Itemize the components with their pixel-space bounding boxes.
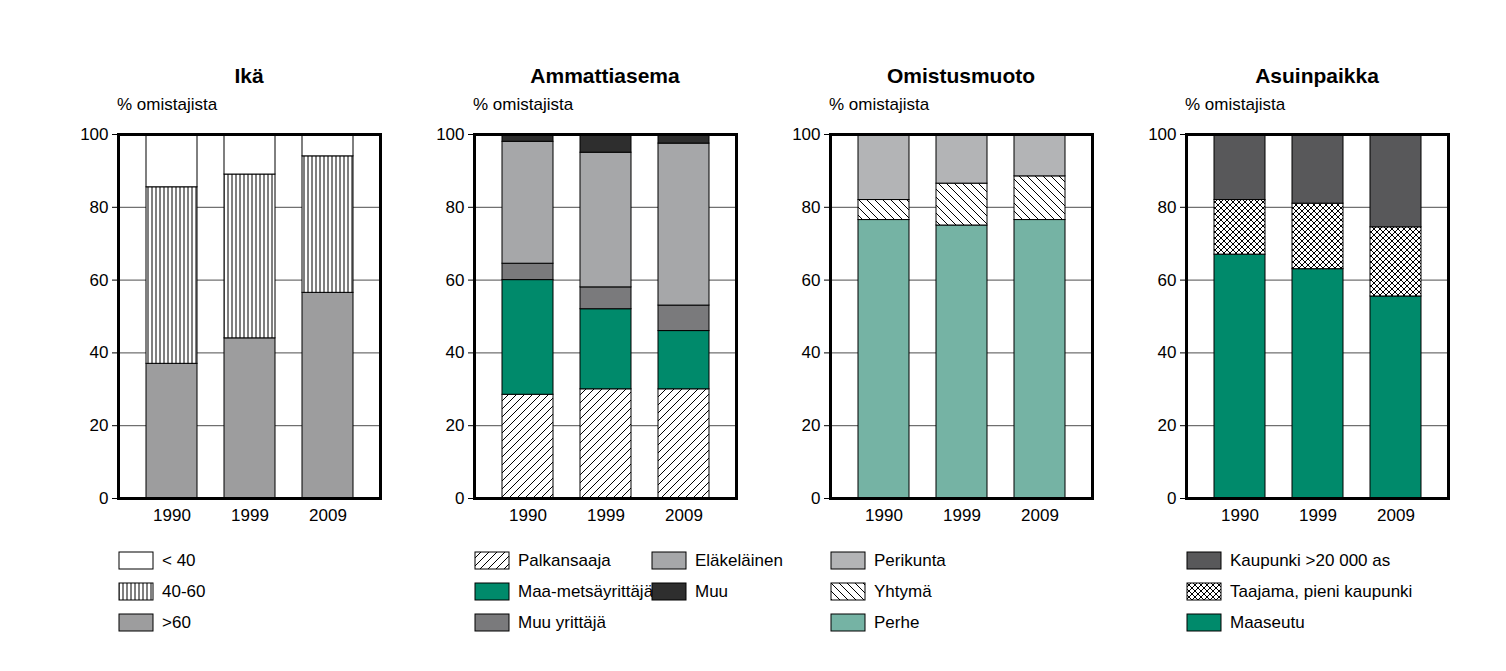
svg-text:1999: 1999 xyxy=(1299,506,1337,525)
svg-text:40: 40 xyxy=(90,343,109,362)
svg-text:60: 60 xyxy=(446,271,465,290)
html-text:Maaseutu: Maaseutu xyxy=(1230,612,1305,632)
svg-text:1990: 1990 xyxy=(509,506,547,525)
svg-text:0: 0 xyxy=(1167,489,1176,508)
svg-text:80: 80 xyxy=(1158,198,1177,217)
svg-text:80: 80 xyxy=(802,198,821,217)
html-text:>60: >60 xyxy=(162,612,191,632)
html-text:Asuinpaikka: Asuinpaikka xyxy=(1255,64,1379,87)
svg-text:20: 20 xyxy=(802,416,821,435)
html-text:Yhtymä: Yhtymä xyxy=(874,581,932,601)
svg-text:1990: 1990 xyxy=(865,506,903,525)
svg-text:2009: 2009 xyxy=(1377,506,1415,525)
html-text:Maa-metsäyrittäjä: Maa-metsäyrittäjä xyxy=(518,581,654,601)
svg-text:100: 100 xyxy=(792,125,820,144)
svg-text:100: 100 xyxy=(1148,125,1176,144)
html-text:Muu yrittäjä: Muu yrittäjä xyxy=(518,612,606,632)
svg-text:2009: 2009 xyxy=(665,506,703,525)
svg-text:2009: 2009 xyxy=(309,506,347,525)
svg-text:20: 20 xyxy=(1158,416,1177,435)
html-text:Muu: Muu xyxy=(695,581,729,601)
svg-text:60: 60 xyxy=(1158,271,1177,290)
svg-text:80: 80 xyxy=(446,198,465,217)
svg-text:0: 0 xyxy=(455,489,464,508)
html-text:% omistajista: % omistajista xyxy=(1185,95,1286,114)
html-text:40-60: 40-60 xyxy=(162,581,206,601)
html-text:% omistajista: % omistajista xyxy=(117,95,218,114)
svg-text:100: 100 xyxy=(436,125,464,144)
svg-text:20: 20 xyxy=(90,416,109,435)
html-text:Kaupunki >20 000 as: Kaupunki >20 000 as xyxy=(1230,550,1391,570)
svg-text:60: 60 xyxy=(802,271,821,290)
html-text:% omistajista: % omistajista xyxy=(473,95,574,114)
svg-text:80: 80 xyxy=(90,198,109,217)
svg-text:1999: 1999 xyxy=(231,506,269,525)
svg-text:0: 0 xyxy=(811,489,820,508)
svg-text:0: 0 xyxy=(99,489,108,508)
html-text:Eläkeläinen: Eläkeläinen xyxy=(695,550,783,570)
svg-text:100: 100 xyxy=(80,125,108,144)
html-text:< 40: < 40 xyxy=(162,550,196,570)
svg-text:60: 60 xyxy=(90,271,109,290)
svg-text:40: 40 xyxy=(802,343,821,362)
svg-text:2009: 2009 xyxy=(1021,506,1059,525)
svg-text:1990: 1990 xyxy=(1221,506,1259,525)
svg-text:1999: 1999 xyxy=(943,506,981,525)
html-text:Ammattiasema: Ammattiasema xyxy=(530,64,680,87)
svg-text:1990: 1990 xyxy=(153,506,191,525)
html-text:% omistajista: % omistajista xyxy=(829,95,930,114)
html-text:Taajama, pieni kaupunki: Taajama, pieni kaupunki xyxy=(1230,581,1413,601)
svg-text:1999: 1999 xyxy=(587,506,625,525)
html-text:Palkansaaja: Palkansaaja xyxy=(518,550,611,570)
svg-text:40: 40 xyxy=(1158,343,1177,362)
svg-text:20: 20 xyxy=(446,416,465,435)
html-text:Omistusmuoto: Omistusmuoto xyxy=(886,64,1036,87)
html-text:Perikunta: Perikunta xyxy=(874,550,946,570)
html-text:Perhe: Perhe xyxy=(874,612,920,632)
svg-text:40: 40 xyxy=(446,343,465,362)
html-text:Ikä: Ikä xyxy=(234,64,264,87)
